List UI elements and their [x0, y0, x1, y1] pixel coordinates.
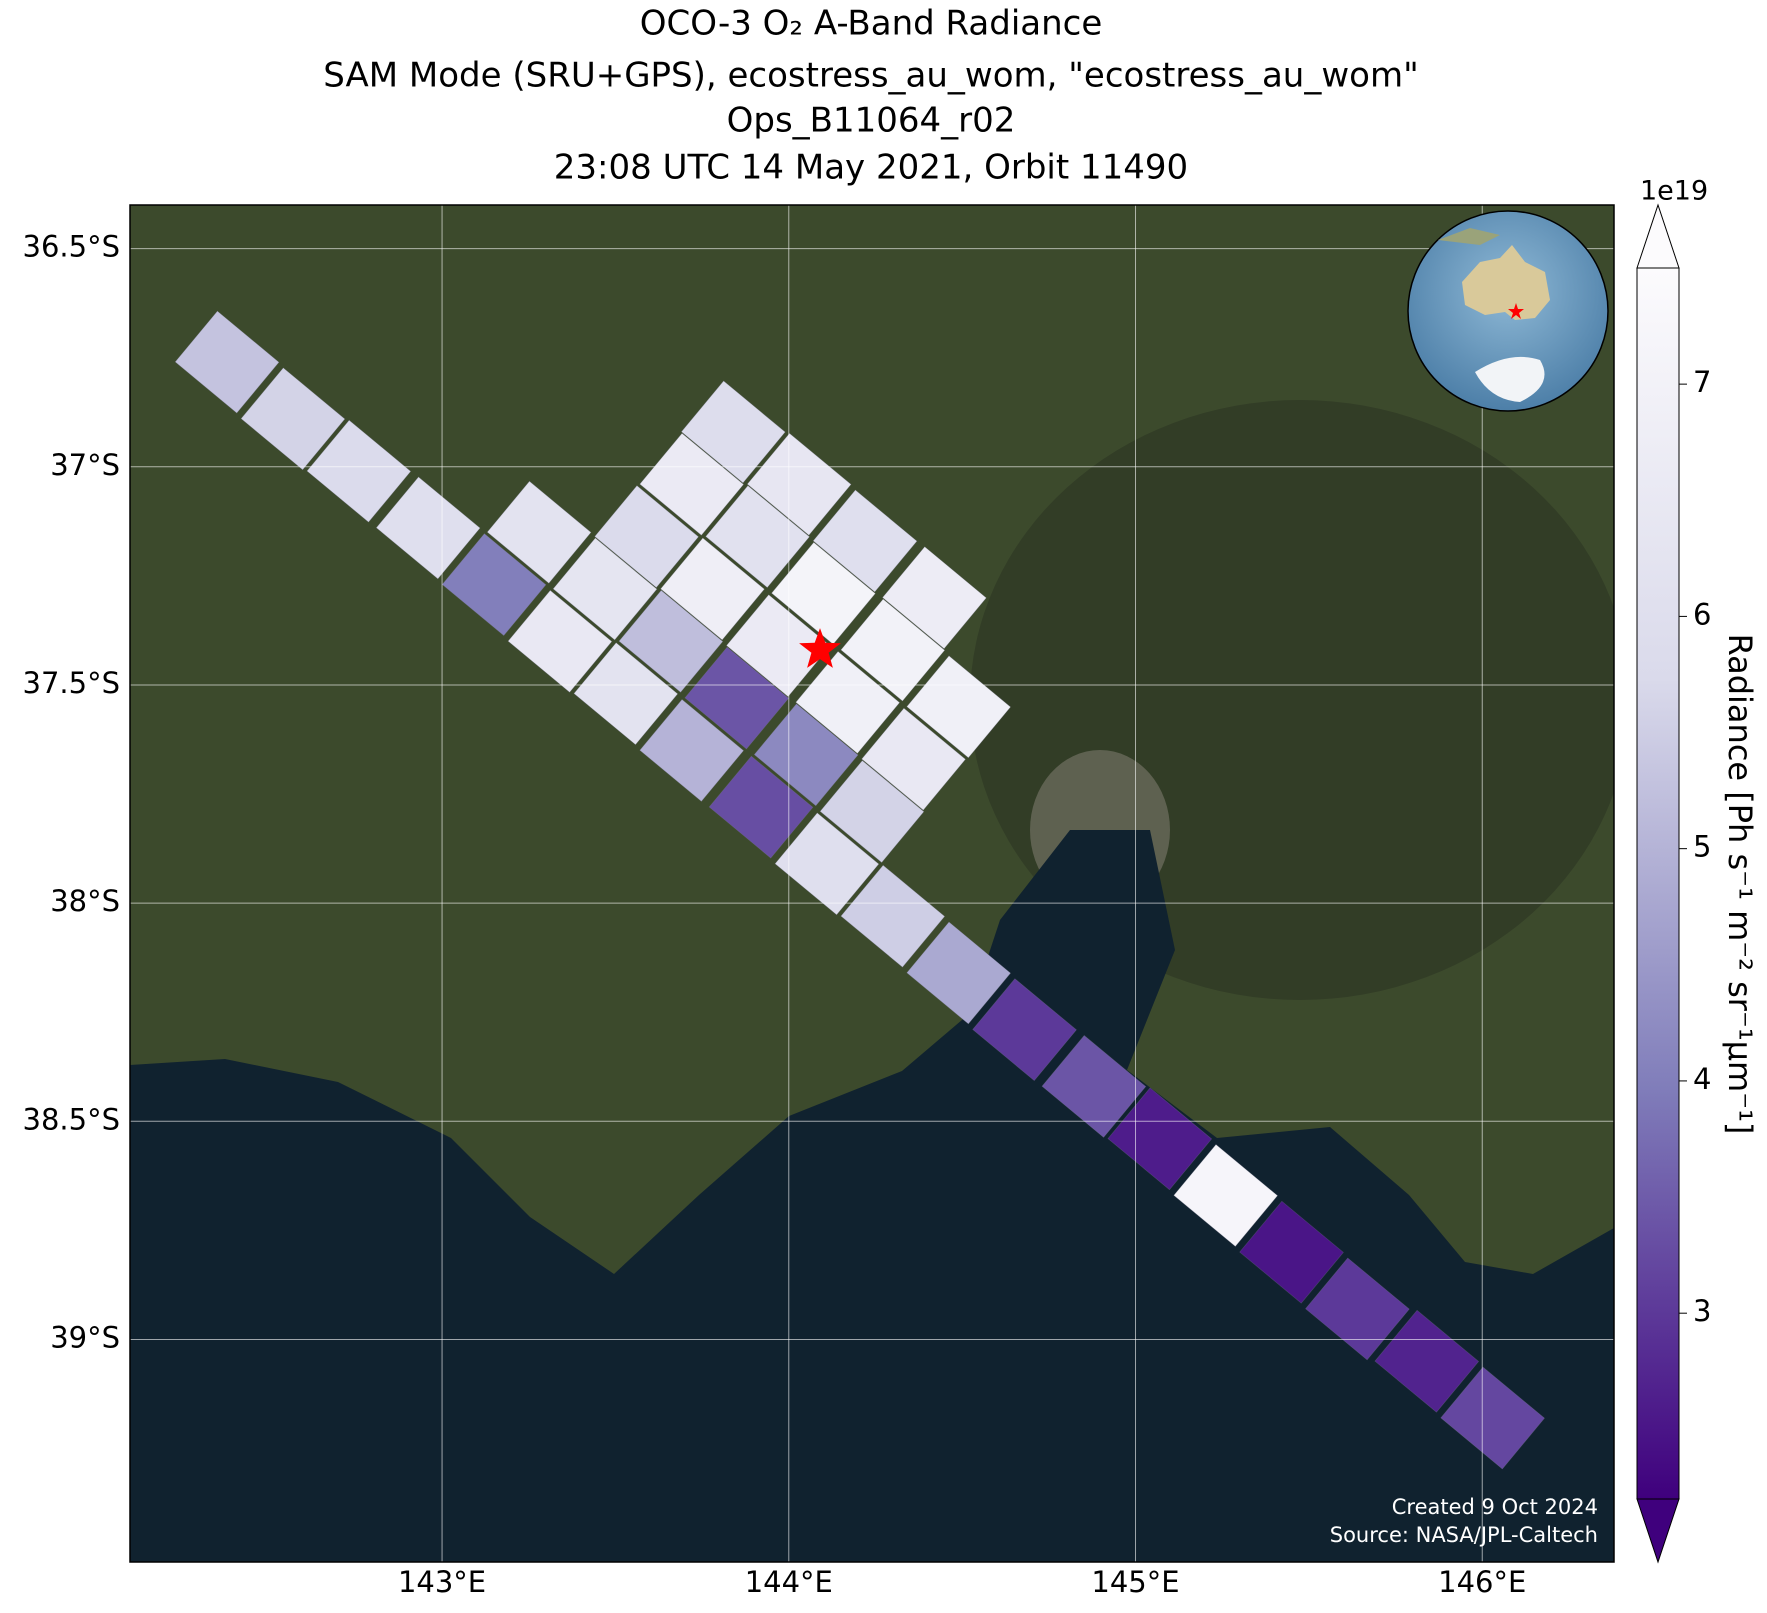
radiance-cell	[771, 541, 876, 645]
y-tick-label: 37°S	[50, 448, 120, 482]
colorbar-offset: 1e19	[1640, 176, 1708, 207]
radiance-cell	[906, 655, 1011, 759]
title-line: OCO-3 O₂ A-Band Radiance	[640, 4, 1103, 44]
radiance-cell	[486, 480, 592, 584]
title-line: Ops_B11064_r02	[727, 101, 1016, 141]
radiance-cell	[1041, 1035, 1147, 1138]
colorbar: 3 4 5 6 7	[1636, 203, 1711, 1564]
y-tick-label: 38°S	[50, 884, 120, 918]
inset-star	[1508, 303, 1524, 319]
globe-inset	[1407, 210, 1609, 412]
radiance-cell	[1374, 1309, 1480, 1413]
asia	[1438, 228, 1500, 245]
swath	[174, 310, 1545, 1470]
radiance-cell	[573, 642, 679, 746]
y-tick-label: 36.5°S	[23, 230, 120, 264]
radiance-cell	[795, 651, 901, 754]
radiance-cell	[174, 310, 280, 414]
colorbar-label: Radiance [Ph s⁻¹ m⁻² sr⁻¹μm⁻¹]	[1721, 634, 1759, 1135]
radiance-cell	[746, 432, 852, 536]
colorbar-body	[1636, 267, 1680, 1500]
radiance-cell	[774, 812, 880, 916]
colorbar-tick-label: 3	[1693, 1294, 1711, 1328]
target-star	[799, 628, 841, 668]
credit: Created 9 Oct 2024	[1392, 1495, 1598, 1519]
credit: Source: NASA/JPL-Caltech	[1330, 1523, 1598, 1547]
radiance-cell	[684, 646, 790, 750]
y-tick-label: 38.5°S	[23, 1102, 120, 1136]
radiance-cell	[552, 537, 658, 641]
x-tick-label: 146°E	[1438, 1565, 1526, 1599]
radiance-cell	[1440, 1366, 1545, 1470]
radiance-cell	[1305, 1257, 1410, 1361]
radiance-cell	[753, 703, 859, 807]
radiance-cell	[726, 594, 831, 698]
colorbar-tick-label: 7	[1693, 365, 1711, 399]
radiance-cell	[972, 978, 1077, 1082]
grid	[130, 205, 1614, 1562]
radiance-cell	[594, 485, 699, 588]
australia	[1462, 245, 1550, 320]
colorbar-min-extend	[1636, 1498, 1680, 1564]
colorbar-max-extend	[1636, 203, 1680, 269]
radiance-cell	[906, 921, 1011, 1025]
basemap	[130, 205, 1614, 1562]
x-tick-label: 145°E	[1091, 1565, 1179, 1599]
colorbar-tick-label: 6	[1693, 597, 1711, 631]
radiance-cell	[1107, 1087, 1213, 1191]
radiance-cell	[812, 489, 918, 593]
radiance-cell	[1173, 1144, 1278, 1247]
map-frame	[129, 204, 1615, 1563]
radiance-cell	[375, 476, 481, 580]
ocean	[130, 830, 1614, 1562]
radiance-cell	[708, 755, 814, 859]
antarctica	[1475, 356, 1545, 402]
radiance-cell	[507, 589, 613, 693]
colorbar-tick-label: 4	[1693, 1062, 1711, 1096]
radiance-cell	[306, 419, 412, 523]
radiance-cell	[441, 533, 547, 636]
y-tick-label: 39°S	[50, 1320, 120, 1354]
y-tick-label: 37.5°S	[23, 666, 120, 700]
radiance-cell	[618, 589, 724, 693]
radiance-cell	[1239, 1200, 1344, 1304]
title-line: SAM Mode (SRU+GPS), ecostress_au_wom, "e…	[323, 56, 1418, 96]
radiance-cell	[660, 537, 765, 641]
radiance-cell	[240, 367, 346, 471]
radiance-cell	[861, 707, 966, 811]
x-tick-label: 144°E	[745, 1565, 833, 1599]
radiance-cell	[840, 864, 946, 968]
radiance-cell	[681, 380, 786, 484]
radiance-cell	[882, 546, 987, 650]
radiance-cell	[840, 598, 946, 702]
title-line: 23:08 UTC 14 May 2021, Orbit 11490	[554, 148, 1188, 188]
x-tick-label: 143°E	[398, 1565, 486, 1599]
radiance-cell	[819, 760, 925, 863]
colorbar-tick-label: 5	[1693, 830, 1711, 864]
radiance-cell	[639, 699, 744, 802]
radiance-cell	[639, 432, 744, 536]
